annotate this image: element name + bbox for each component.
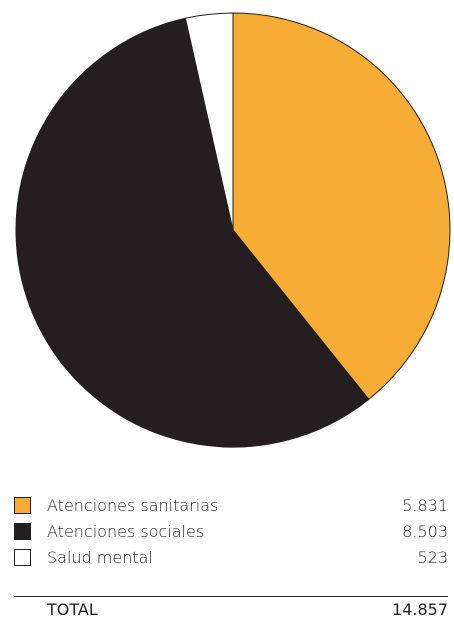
legend-item-atenciones-sanitarias: Atenciones sanitarias 5.831 [14,493,448,519]
total-label: TOTAL [47,600,98,619]
legend-label-salud-mental: Salud mental [47,548,153,567]
total-divider [14,596,448,597]
legend-swatch-atenciones-sanitarias [14,497,31,514]
total-value: 14.857 [392,600,448,619]
pie-slice-atenciones-sociales [15,17,370,448]
pie-slice-atenciones-sanitarias [232,12,451,400]
legend-value-salud-mental: 523 [417,548,448,567]
pie-slice-salud-mental [184,12,234,231]
legend-item-salud-mental: Salud mental 523 [14,545,448,571]
legend-swatch-salud-mental [14,549,31,566]
legend-swatch-atenciones-sociales [14,523,31,540]
legend-value-atenciones-sociales: 8.503 [402,522,448,541]
legend-label-atenciones-sanitarias: Atenciones sanitarias [47,496,219,515]
legend: Atenciones sanitarias 5.831 Atenciones s… [14,493,448,571]
pie-chart [15,12,451,448]
total-row: TOTAL 14.857 [14,598,448,620]
legend-value-atenciones-sanitarias: 5.831 [402,496,448,515]
legend-label-atenciones-sociales: Atenciones sociales [47,522,205,541]
legend-item-atenciones-sociales: Atenciones sociales 8.503 [14,519,448,545]
